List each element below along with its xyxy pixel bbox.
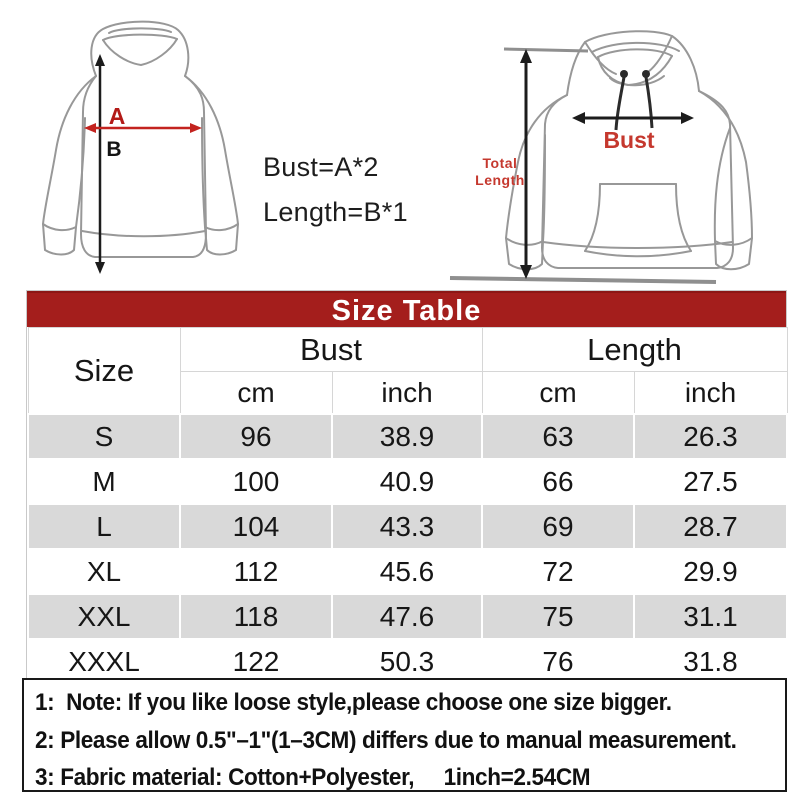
length-inch-cell: 28.7 xyxy=(632,503,789,550)
total-length-arrow xyxy=(520,49,532,279)
unit-length-cm: cm xyxy=(481,371,635,415)
total-length-ticks xyxy=(449,47,717,284)
notes-box: 1: Note: If you like loose style,please … xyxy=(22,678,787,792)
bust-cm-cell: 100 xyxy=(179,458,333,505)
length-cm-cell: 66 xyxy=(481,458,635,505)
table-row: M 100 40.9 66 27.5 xyxy=(27,458,789,505)
left-hoodie-outline xyxy=(42,20,239,258)
bust-cm-cell: 122 xyxy=(179,638,333,685)
unit-bust-inch: inch xyxy=(331,371,483,415)
length-inch-cell: 31.1 xyxy=(632,593,789,640)
size-table-grid: Size Bust Length cm inch cm inch S 96 38… xyxy=(27,327,789,685)
bust-cm-cell: 118 xyxy=(179,593,333,640)
bust-label: Bust xyxy=(603,127,654,153)
length-cm-cell: 72 xyxy=(481,548,635,595)
bust-arrow xyxy=(572,112,694,124)
formula-bust: Bust=A*2 xyxy=(263,152,379,182)
unit-bust-cm: cm xyxy=(179,371,333,415)
note-line-3: 3: Fabric material: Cotton+Polyester, 1i… xyxy=(35,764,591,791)
total-length-label-line2: Length xyxy=(475,172,525,188)
size-cell: XXL xyxy=(27,593,181,640)
table-row: L 104 43.3 69 28.7 xyxy=(27,503,789,550)
unit-length-inch: inch xyxy=(633,371,788,415)
size-table-title: Size Table xyxy=(27,291,786,327)
table-row: XL 112 45.6 72 29.9 xyxy=(27,548,789,595)
table-row: XXL 118 47.6 75 31.1 xyxy=(27,593,789,640)
length-cm-cell: 63 xyxy=(481,413,635,460)
formula-length: Length=B*1 xyxy=(263,197,408,227)
length-inch-cell: 29.9 xyxy=(632,548,789,595)
header-row-units: cm inch cm inch xyxy=(28,371,788,415)
bust-arrow-a xyxy=(84,123,202,133)
bust-cm-cell: 104 xyxy=(179,503,333,550)
bust-inch-cell: 38.9 xyxy=(331,413,483,460)
col-header-size: Size xyxy=(27,327,181,415)
label-b: B xyxy=(106,138,121,161)
bust-cm-cell: 112 xyxy=(179,548,333,595)
bust-inch-cell: 40.9 xyxy=(331,458,483,505)
col-header-length: Length xyxy=(481,327,788,372)
drawstrings xyxy=(614,70,654,131)
size-table: Size Table Size Bust Length cm inch cm i… xyxy=(26,290,789,686)
length-inch-cell: 26.3 xyxy=(632,413,789,460)
table-row: XXXL 122 50.3 76 31.8 xyxy=(27,638,789,685)
col-header-bust: Bust xyxy=(179,327,483,372)
length-arrow-b xyxy=(95,54,105,274)
measurement-diagrams: A B xyxy=(42,20,753,284)
size-cell: L xyxy=(27,503,181,550)
note-line-1: 1: Note: If you like loose style,please … xyxy=(35,689,672,716)
size-cell: M xyxy=(27,458,181,505)
bust-inch-cell: 50.3 xyxy=(331,638,483,685)
size-cell: XL xyxy=(27,548,181,595)
bust-inch-cell: 43.3 xyxy=(331,503,483,550)
size-cell: S xyxy=(27,413,181,460)
length-cm-cell: 76 xyxy=(481,638,635,685)
bust-inch-cell: 47.6 xyxy=(331,593,483,640)
header-row-groups: Size Bust Length xyxy=(27,327,788,415)
bust-inch-cell: 45.6 xyxy=(331,548,483,595)
length-cm-cell: 75 xyxy=(481,593,635,640)
length-inch-cell: 27.5 xyxy=(632,458,789,505)
length-cm-cell: 69 xyxy=(481,503,635,550)
label-a: A xyxy=(109,103,126,129)
table-row: S 96 38.9 63 26.3 xyxy=(27,413,789,460)
note-line-2: 2: Please allow 0.5"–1"(1–3CM) differs d… xyxy=(35,727,737,754)
total-length-label-line1: Total xyxy=(483,155,518,171)
bust-cm-cell: 96 xyxy=(179,413,333,460)
